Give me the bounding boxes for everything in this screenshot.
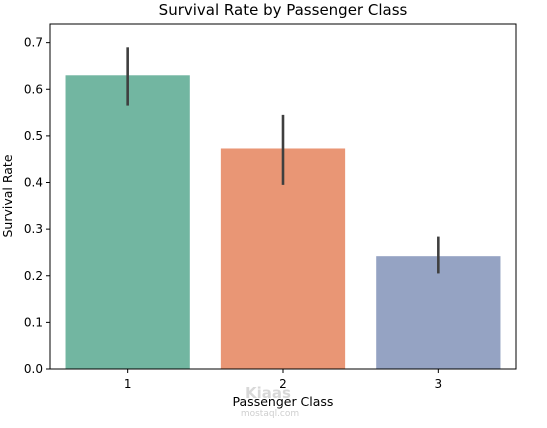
- bar-class-1: [65, 75, 190, 369]
- y-tick-label-4: 0.4: [24, 176, 43, 190]
- chart-title: Survival Rate by Passenger Class: [159, 1, 408, 19]
- y-tick-label-5: 0.5: [24, 129, 43, 143]
- x-tick-label-3: 3: [435, 377, 443, 391]
- x-axis-label: Passenger Class: [233, 394, 334, 409]
- watermark-domain: mostaql.com: [241, 409, 299, 419]
- y-tick-label-7: 0.7: [24, 36, 43, 50]
- watermark-brand: Kiaas: [245, 384, 291, 402]
- y-tick-label-0: 0.0: [24, 362, 43, 376]
- x-tick-label-1: 1: [124, 377, 132, 391]
- bar-class-2: [220, 148, 346, 369]
- y-axis-label: Survival Rate: [0, 154, 15, 237]
- bar-class-3: [376, 256, 501, 369]
- x-axis: 1 2 3: [124, 369, 442, 391]
- y-axis: 0.0 0.1 0.2 0.3 0.4 0.5 0.6 0.7: [24, 36, 50, 376]
- y-tick-label-1: 0.1: [24, 315, 43, 329]
- error-bars-layer: [126, 47, 440, 274]
- y-tick-label-3: 0.3: [24, 222, 43, 236]
- y-tick-label-2: 0.2: [24, 269, 43, 283]
- x-tick-label-2: 2: [279, 377, 287, 391]
- y-tick-label-6: 0.6: [24, 82, 43, 96]
- bars-layer: [65, 75, 501, 369]
